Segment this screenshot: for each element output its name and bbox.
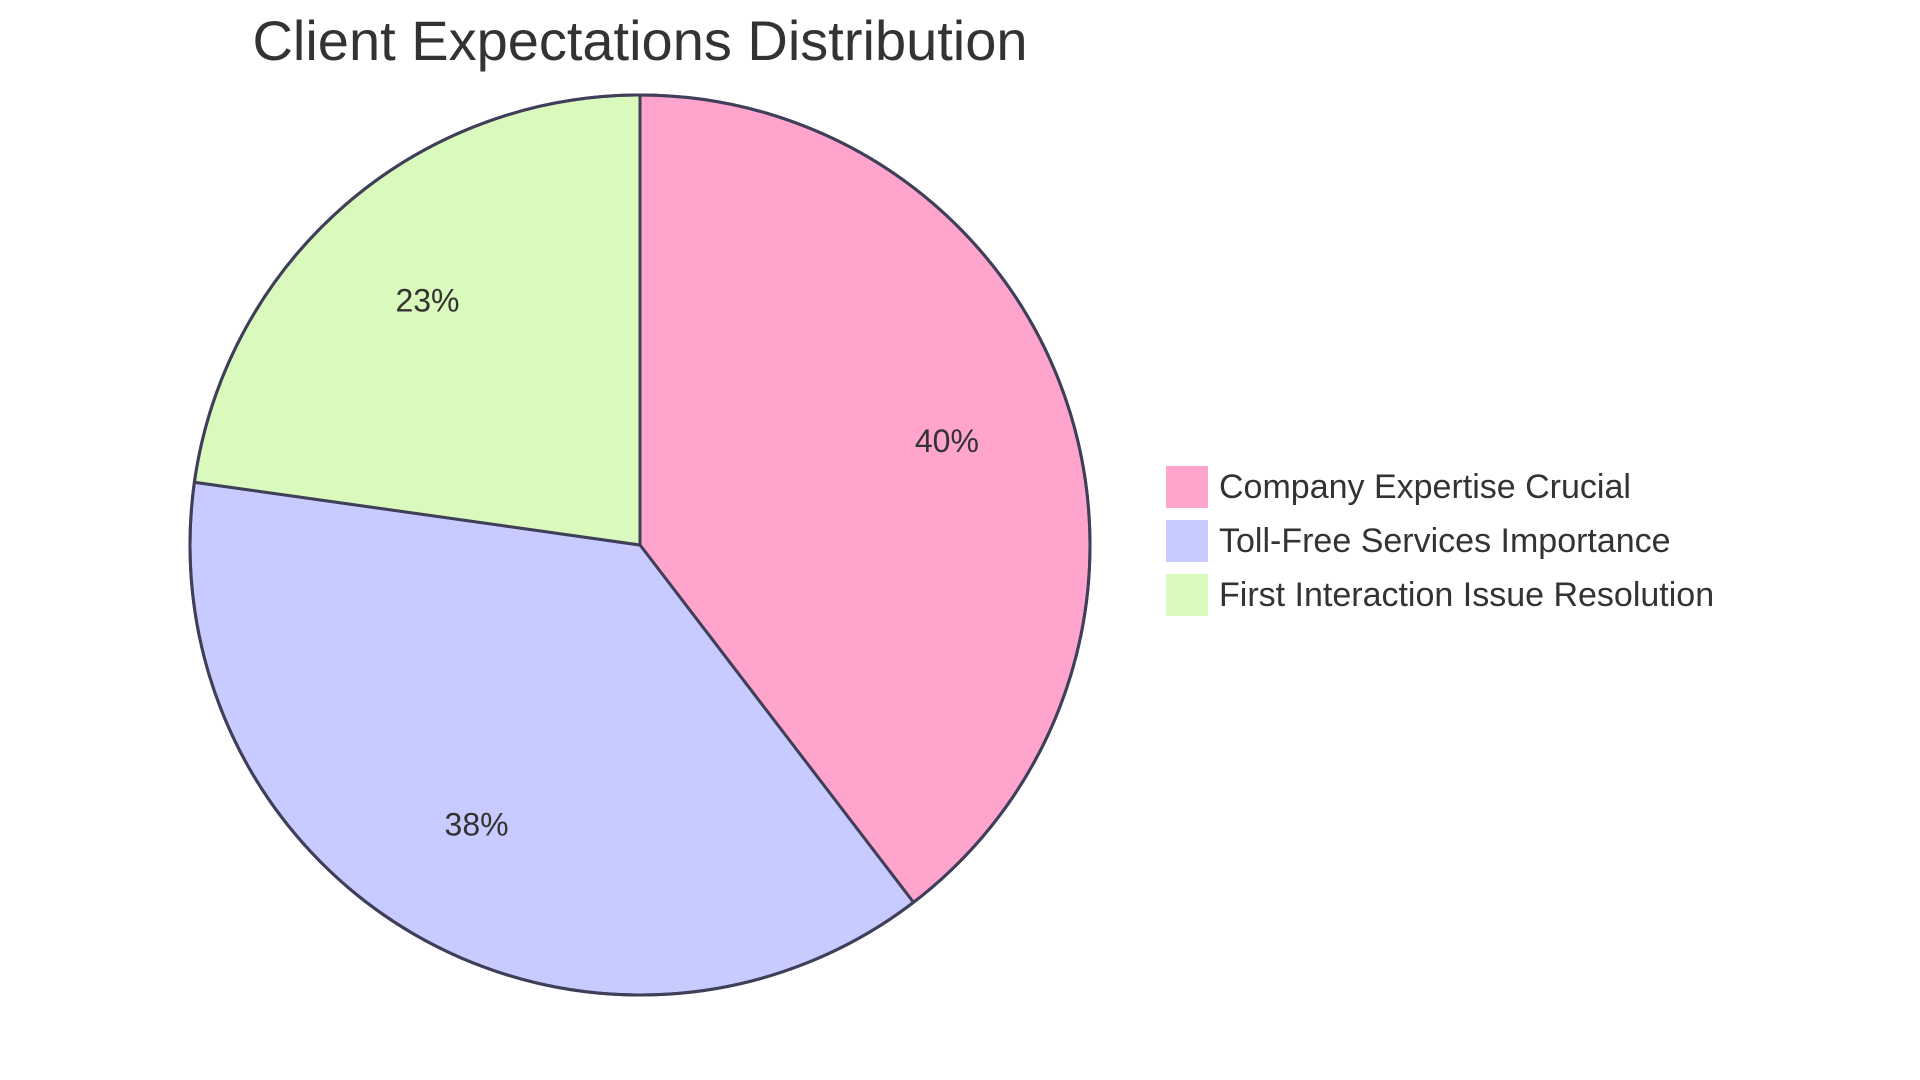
slice-labels: 40% 38% 23% (395, 282, 978, 842)
pie-slice-first-interaction-issue-resolution (192, 93, 642, 547)
slice-label-company-expertise-crucial: 40% (915, 423, 979, 459)
legend-label-toll-free-services-importance: Toll-Free Services Importance (1219, 522, 1671, 560)
legend-label-first-interaction-issue-resolution: First Interaction Issue Resolution (1219, 576, 1714, 614)
slice-label-toll-free-services-importance: 38% (445, 807, 509, 843)
legend-swatch-first-interaction-issue-resolution (1164, 572, 1210, 618)
legend-swatch-company-expertise-crucial (1164, 464, 1210, 510)
legend: Company Expertise Crucial Toll-Free Servi… (1164, 464, 1714, 618)
chart-title: Client Expectations Distribution (252, 9, 1027, 72)
pie-slices (188, 93, 1092, 997)
slice-label-first-interaction-issue-resolution: 23% (395, 282, 459, 318)
legend-swatch-toll-free-services-importance (1164, 518, 1210, 564)
legend-label-company-expertise-crucial: Company Expertise Crucial (1219, 468, 1631, 506)
pie-outline (188, 93, 1092, 997)
